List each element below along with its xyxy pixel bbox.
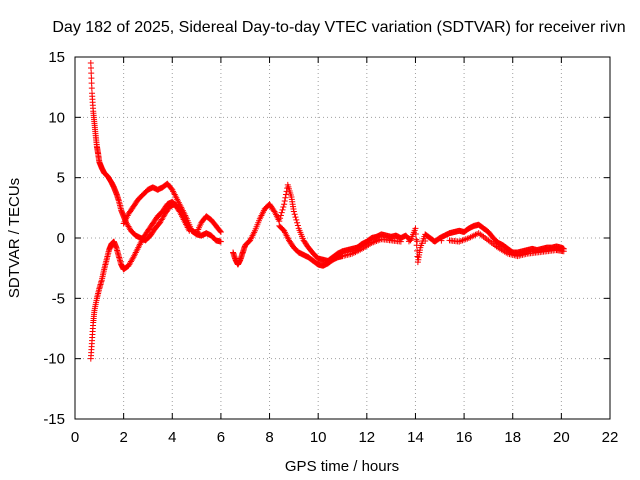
y-tick-label: 5 xyxy=(57,170,65,187)
x-tick-label: 8 xyxy=(265,429,273,446)
x-tick-label: 16 xyxy=(456,429,473,446)
data-point xyxy=(292,214,299,221)
data-point xyxy=(217,227,224,234)
data-point xyxy=(88,80,95,87)
data-point xyxy=(277,212,284,219)
y-tick-label: 15 xyxy=(48,49,65,66)
data-series xyxy=(276,222,567,269)
data-point xyxy=(290,208,297,215)
data-points xyxy=(87,60,567,362)
data-point xyxy=(412,230,419,237)
data-point xyxy=(88,65,95,72)
data-point xyxy=(293,216,300,223)
x-tick-label: 14 xyxy=(407,429,424,446)
data-point xyxy=(438,237,445,244)
y-tick-label: 0 xyxy=(57,230,65,247)
x-tick-label: 4 xyxy=(168,429,176,446)
y-tick-label: 10 xyxy=(48,109,65,126)
data-point xyxy=(277,215,284,222)
x-axis-ticks: 0 2 4 6 8 10 12 14 16 18 20 22 xyxy=(71,57,619,446)
data-point xyxy=(88,75,95,82)
data-point xyxy=(217,238,224,245)
data-point xyxy=(422,238,429,245)
data-series xyxy=(87,60,193,244)
data-point xyxy=(88,85,95,92)
x-tick-label: 10 xyxy=(310,429,327,446)
x-tick-label: 18 xyxy=(504,429,521,446)
data-point xyxy=(430,237,437,244)
data-point xyxy=(405,238,412,245)
data-point xyxy=(412,225,419,232)
data-point xyxy=(217,228,224,235)
data-point xyxy=(397,238,404,245)
x-tick-label: 22 xyxy=(602,429,619,446)
data-point xyxy=(282,194,289,201)
x-tick-label: 6 xyxy=(217,429,225,446)
data-point xyxy=(560,248,567,255)
data-point xyxy=(87,60,94,67)
y-tick-label: -5 xyxy=(52,290,65,307)
data-point xyxy=(281,201,288,208)
x-tick-label: 20 xyxy=(553,429,570,446)
data-point xyxy=(414,238,421,245)
y-axis-ticks: -15 -10 -5 0 5 10 15 xyxy=(43,49,610,428)
y-tick-label: -10 xyxy=(43,351,65,368)
data-point xyxy=(294,222,301,229)
data-point xyxy=(129,255,136,262)
data-point xyxy=(280,204,287,211)
x-axis-label: GPS time / hours xyxy=(285,458,399,475)
data-point xyxy=(294,219,301,226)
data-series xyxy=(120,180,224,237)
data-point xyxy=(279,206,286,213)
y-axis-label: SDTVAR / TECUs xyxy=(6,178,23,298)
y-tick-label: -15 xyxy=(43,411,65,428)
x-tick-label: 0 xyxy=(71,429,79,446)
data-point xyxy=(278,209,285,216)
data-point xyxy=(281,197,288,204)
data-point xyxy=(291,211,298,218)
data-series xyxy=(87,198,224,362)
data-point xyxy=(88,70,95,77)
chart-title: Day 182 of 2025, Sidereal Day-to-day VTE… xyxy=(52,19,625,36)
x-tick-label: 12 xyxy=(358,429,375,446)
x-tick-label: 2 xyxy=(119,429,127,446)
grid-lines xyxy=(75,57,610,419)
